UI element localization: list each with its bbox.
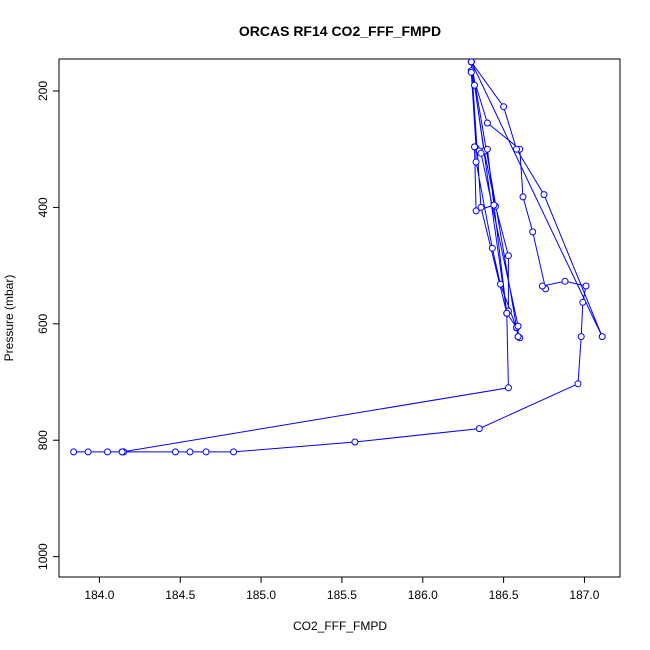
- data-point: [496, 280, 504, 288]
- x-tick-label: 186.0: [408, 588, 438, 602]
- data-point: [579, 298, 587, 306]
- data-point: [171, 448, 179, 456]
- y-tick-label: 200: [36, 81, 50, 101]
- data-point: [471, 81, 478, 89]
- y-tick-label: 400: [36, 197, 50, 217]
- data-point: [230, 448, 238, 456]
- data-point: [70, 448, 78, 456]
- data-point: [467, 68, 475, 76]
- data-point: [598, 333, 606, 341]
- y-axis-label: Pressure (mbar): [2, 275, 16, 362]
- data-point: [574, 380, 582, 388]
- data-point: [202, 448, 210, 456]
- data-point: [503, 309, 511, 317]
- data-point: [500, 103, 508, 111]
- x-tick-label: 186.5: [489, 588, 519, 602]
- data-point: [513, 145, 520, 153]
- x-tick-label: 185.5: [327, 588, 357, 602]
- data-point: [104, 448, 111, 456]
- data-point: [582, 282, 590, 290]
- y-tick-label: 600: [36, 313, 50, 333]
- data-point: [529, 228, 537, 236]
- data-point: [472, 207, 480, 215]
- series-line: [73, 61, 603, 453]
- data-point: [475, 425, 483, 433]
- x-axis: 184.0 184.5 185.0 185.5 186.0 186.5 187.0: [84, 576, 600, 602]
- y-axis: 200 400 600 800 1000: [36, 81, 60, 570]
- plot-area: [70, 58, 606, 456]
- data-point: [477, 149, 485, 157]
- x-tick-label: 184.0: [84, 588, 114, 602]
- data-point: [488, 244, 496, 252]
- data-point: [471, 143, 478, 151]
- x-axis-label: CO2_FFF_FMPD: [293, 619, 387, 633]
- data-point: [472, 158, 480, 166]
- data-point: [467, 58, 475, 66]
- data-point: [577, 333, 585, 341]
- plot-frame: [58, 58, 621, 578]
- data-point: [477, 203, 485, 211]
- data-point: [483, 119, 491, 127]
- x-tick-label: 187.0: [569, 588, 599, 602]
- data-point: [186, 448, 194, 456]
- data-point: [351, 438, 359, 446]
- data-point: [504, 384, 512, 392]
- x-tick-label: 185.0: [246, 588, 276, 602]
- chart-title: ORCAS RF14 CO2_FFF_FMPD: [239, 23, 441, 39]
- y-tick-label: 800: [36, 430, 50, 450]
- data-point: [504, 252, 512, 260]
- data-point: [561, 277, 569, 285]
- data-point: [538, 282, 546, 290]
- data-point: [84, 448, 92, 456]
- x-tick-label: 184.5: [165, 588, 195, 602]
- data-point: [118, 448, 126, 456]
- data-point: [490, 201, 498, 209]
- data-point: [483, 145, 491, 153]
- data-point: [514, 333, 522, 341]
- data-point: [519, 193, 527, 201]
- y-tick-label: 1000: [36, 543, 50, 570]
- data-point: [514, 322, 522, 330]
- data-point: [540, 191, 548, 199]
